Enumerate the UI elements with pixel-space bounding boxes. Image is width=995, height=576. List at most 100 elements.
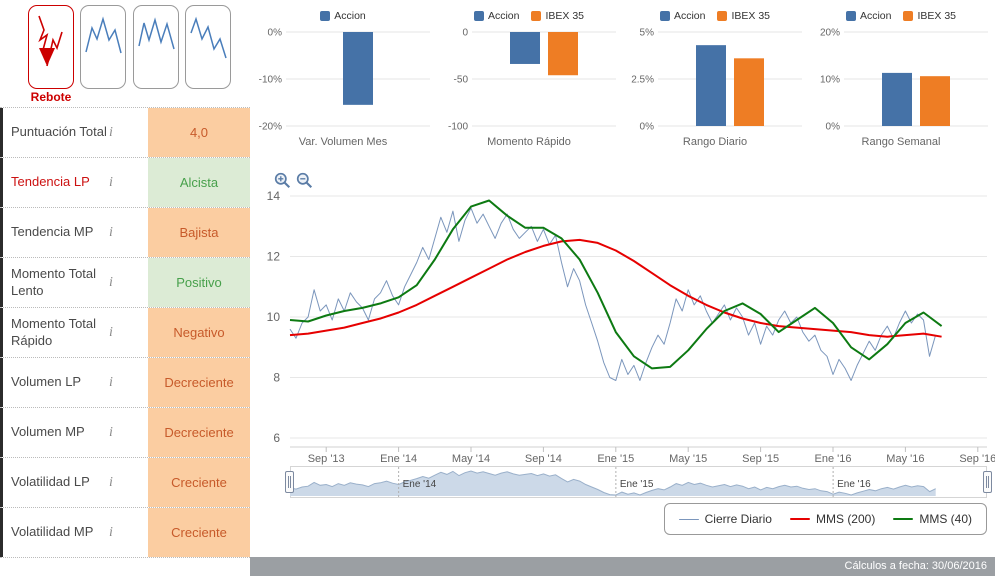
zoom-controls <box>274 172 313 189</box>
info-icon[interactable]: i <box>109 124 113 140</box>
info-icon[interactable]: i <box>109 324 113 340</box>
legend-mms-40[interactable]: MMS (40) <box>893 512 972 526</box>
mini-chart-var-volumen-mes: Accion 0% -10% -20% Var. Volumen Mes <box>250 0 436 150</box>
info-icon[interactable]: i <box>109 224 113 240</box>
svg-text:Ene '15: Ene '15 <box>620 479 654 490</box>
legend-item-accion[interactable]: Accion <box>320 10 366 22</box>
svg-text:10%: 10% <box>820 75 840 86</box>
legend-swatch <box>320 11 331 21</box>
indicator-label: Volumen MP i <box>0 408 148 457</box>
svg-text:Ene '16: Ene '16 <box>815 453 852 465</box>
svg-text:6: 6 <box>273 431 280 445</box>
legend-label: IBEX 35 <box>917 10 957 22</box>
indicator-label-text: Puntuación Total <box>11 124 107 140</box>
info-icon[interactable]: i <box>109 174 113 190</box>
info-icon[interactable]: i <box>109 474 113 490</box>
legend-line-sample <box>789 518 810 520</box>
legend-item-accion[interactable]: Accion <box>845 10 892 22</box>
mini-charts-row: Accion 0% -10% -20% Var. Volumen Mes Accion IB… <box>250 0 995 150</box>
legend-item-ibex-35[interactable]: IBEX 35 <box>531 10 584 22</box>
mini-chart-plot: 20% 10% 0% <box>820 28 988 133</box>
indicator-row: Volatilidad LP i Creciente <box>0 458 250 508</box>
selected-pattern-label: Rebote <box>30 90 72 104</box>
indicator-row: Volumen MP i Decreciente <box>0 408 250 458</box>
info-icon[interactable]: i <box>109 374 113 390</box>
indicator-value: Decreciente <box>148 408 250 457</box>
legend-swatch <box>903 11 914 21</box>
svg-text:8: 8 <box>273 371 280 385</box>
indicator-value: Negativo <box>148 308 250 357</box>
legend-label: Accion <box>673 10 706 22</box>
zoom-out-icon[interactable] <box>296 172 313 189</box>
svg-text:14: 14 <box>267 189 281 203</box>
indicator-label: Tendencia MP i <box>0 208 148 257</box>
svg-text:-20%: -20% <box>259 122 282 133</box>
info-icon[interactable]: i <box>109 274 113 290</box>
indicator-label-text: Momento Total Rápido <box>11 316 97 348</box>
pattern-4-button[interactable] <box>185 5 232 89</box>
info-icon[interactable]: i <box>109 524 113 540</box>
pattern-selector: Rebote <box>0 0 250 107</box>
pattern-rebote-button[interactable] <box>28 5 74 89</box>
bar-ibex-35 <box>734 58 764 126</box>
pattern-3-button[interactable] <box>132 5 179 89</box>
indicator-row: Momento Total Rápido i Negativo <box>0 308 250 358</box>
navigator-right-handle[interactable] <box>983 471 992 493</box>
bar-ibex-35 <box>548 32 578 76</box>
svg-text:2.5%: 2.5% <box>631 75 654 86</box>
svg-text:Ene '14: Ene '14 <box>380 453 417 465</box>
rebote-pattern-icon <box>38 15 63 67</box>
mini-chart-rango-diario: Accion IBEX 35 5% 2.5% 0% Rango Diario <box>622 0 808 150</box>
mini-legend: Accion IBEX 35 <box>622 0 808 24</box>
legend-swatch <box>659 11 670 21</box>
mini-chart-plot: 0 -50 -100 <box>448 28 616 133</box>
svg-text:Ene '15: Ene '15 <box>597 453 634 465</box>
svg-text:0: 0 <box>462 28 468 39</box>
legend-label: Cierre Diario <box>704 512 772 526</box>
svg-text:10: 10 <box>267 310 281 324</box>
mini-chart-plot: 5% 2.5% 0% <box>631 28 802 133</box>
chart-navigator[interactable]: Ene '14 Ene '15 Ene '16 <box>285 466 992 498</box>
zoom-in-icon[interactable] <box>274 172 291 189</box>
svg-text:Ene '16: Ene '16 <box>837 479 871 490</box>
price-history-chart: 6 8 10 12 14 Sep '13 Ene '14 May '14 Sep '14 Ene … <box>267 189 995 465</box>
svg-text:Sep '13: Sep '13 <box>308 453 345 465</box>
series-mms-40 <box>289 199 943 370</box>
indicator-label: Volatilidad LP i <box>0 458 148 507</box>
legend-item-accion[interactable]: Accion <box>659 10 706 22</box>
navigator-left-handle[interactable] <box>285 471 294 493</box>
info-icon[interactable]: i <box>109 424 113 440</box>
indicator-label: Momento Total Lento i <box>0 258 148 307</box>
indicator-value: Creciente <box>148 458 250 507</box>
indicator-row: Volumen LP i Decreciente <box>0 358 250 408</box>
legend-label: Accion <box>859 10 892 22</box>
navigator-area-chart[interactable]: Ene '14 Ene '15 Ene '16 <box>289 466 987 498</box>
indicator-label-text: Volatilidad LP <box>11 474 90 490</box>
legend-cierre-diario[interactable]: Cierre Diario <box>678 512 772 526</box>
indicator-label: Tendencia LP i <box>0 158 148 207</box>
main-panel: Accion 0% -10% -20% Var. Volumen Mes Accion IB… <box>250 0 995 576</box>
legend-mms-200[interactable]: MMS (200) <box>789 512 875 526</box>
svg-text:-100: -100 <box>448 122 468 133</box>
legend-item-ibex-35[interactable]: IBEX 35 <box>903 10 956 22</box>
indicator-value: Positivo <box>148 258 250 307</box>
pattern-2-button[interactable] <box>80 5 127 89</box>
svg-text:Ene '14: Ene '14 <box>403 479 437 490</box>
indicator-label-text: Tendencia LP <box>11 174 90 190</box>
pattern-3-icon <box>138 17 175 50</box>
footer-bar: Cálculos a fecha: 30/06/2016 <box>250 557 995 576</box>
legend-item-accion[interactable]: Accion <box>473 10 519 22</box>
svg-text:-50: -50 <box>454 75 469 86</box>
series-cierre-diario <box>289 207 937 381</box>
legend-line-sample <box>893 518 914 520</box>
indicator-value: Decreciente <box>148 358 250 407</box>
legend-label: IBEX 35 <box>731 10 771 22</box>
legend-label: MMS (40) <box>919 512 972 526</box>
legend-item-ibex-35[interactable]: IBEX 35 <box>717 10 770 22</box>
indicator-label-text: Volumen LP <box>11 374 82 390</box>
svg-text:Sep '15: Sep '15 <box>742 453 779 465</box>
svg-text:0%: 0% <box>826 122 841 133</box>
legend-label: Accion <box>334 10 366 22</box>
bar-accion <box>343 32 373 105</box>
